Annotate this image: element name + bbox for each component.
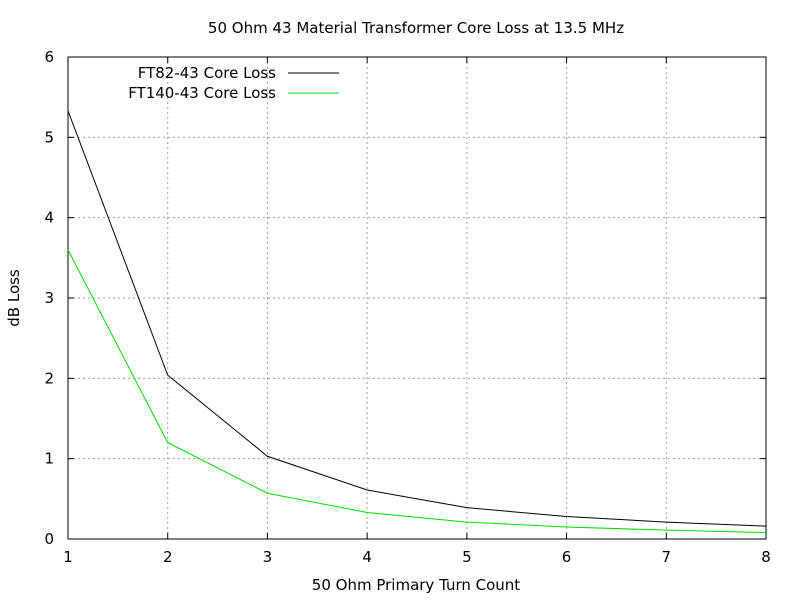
- y-tick-label: 0: [44, 530, 54, 548]
- series-line-2: [67, 249, 767, 534]
- x-tick-label: 2: [163, 548, 173, 566]
- x-tick-label: 7: [662, 548, 672, 566]
- y-tick-label: 1: [44, 450, 54, 468]
- plot-frame: [67, 56, 767, 540]
- y-tick-label: 5: [44, 128, 54, 146]
- y-axis-label: dB Loss: [5, 269, 23, 327]
- series-line-1: [67, 110, 767, 527]
- y-tick-label: 3: [44, 289, 54, 307]
- chart-title: 50 Ohm 43 Material Transformer Core Loss…: [208, 19, 624, 37]
- legend: FT82-43 Core Loss FT140-43 Core Loss: [128, 64, 339, 102]
- y-tick-label: 4: [44, 209, 54, 227]
- x-tick-label: 5: [462, 548, 472, 566]
- x-tick-label: 3: [263, 548, 273, 566]
- legend-label-1: FT82-43 Core Loss: [138, 64, 276, 82]
- grid: [68, 57, 766, 539]
- x-tick-label: 4: [362, 548, 372, 566]
- y-tick-label: 2: [44, 369, 54, 387]
- x-tick-label: 1: [63, 548, 73, 566]
- x-tick-label: 8: [761, 548, 771, 566]
- x-tick-label: 6: [562, 548, 572, 566]
- x-axis-label: 50 Ohm Primary Turn Count: [312, 576, 521, 594]
- series-layer: [67, 110, 767, 534]
- legend-label-2: FT140-43 Core Loss: [128, 84, 276, 102]
- y-tick-label: 6: [44, 48, 54, 66]
